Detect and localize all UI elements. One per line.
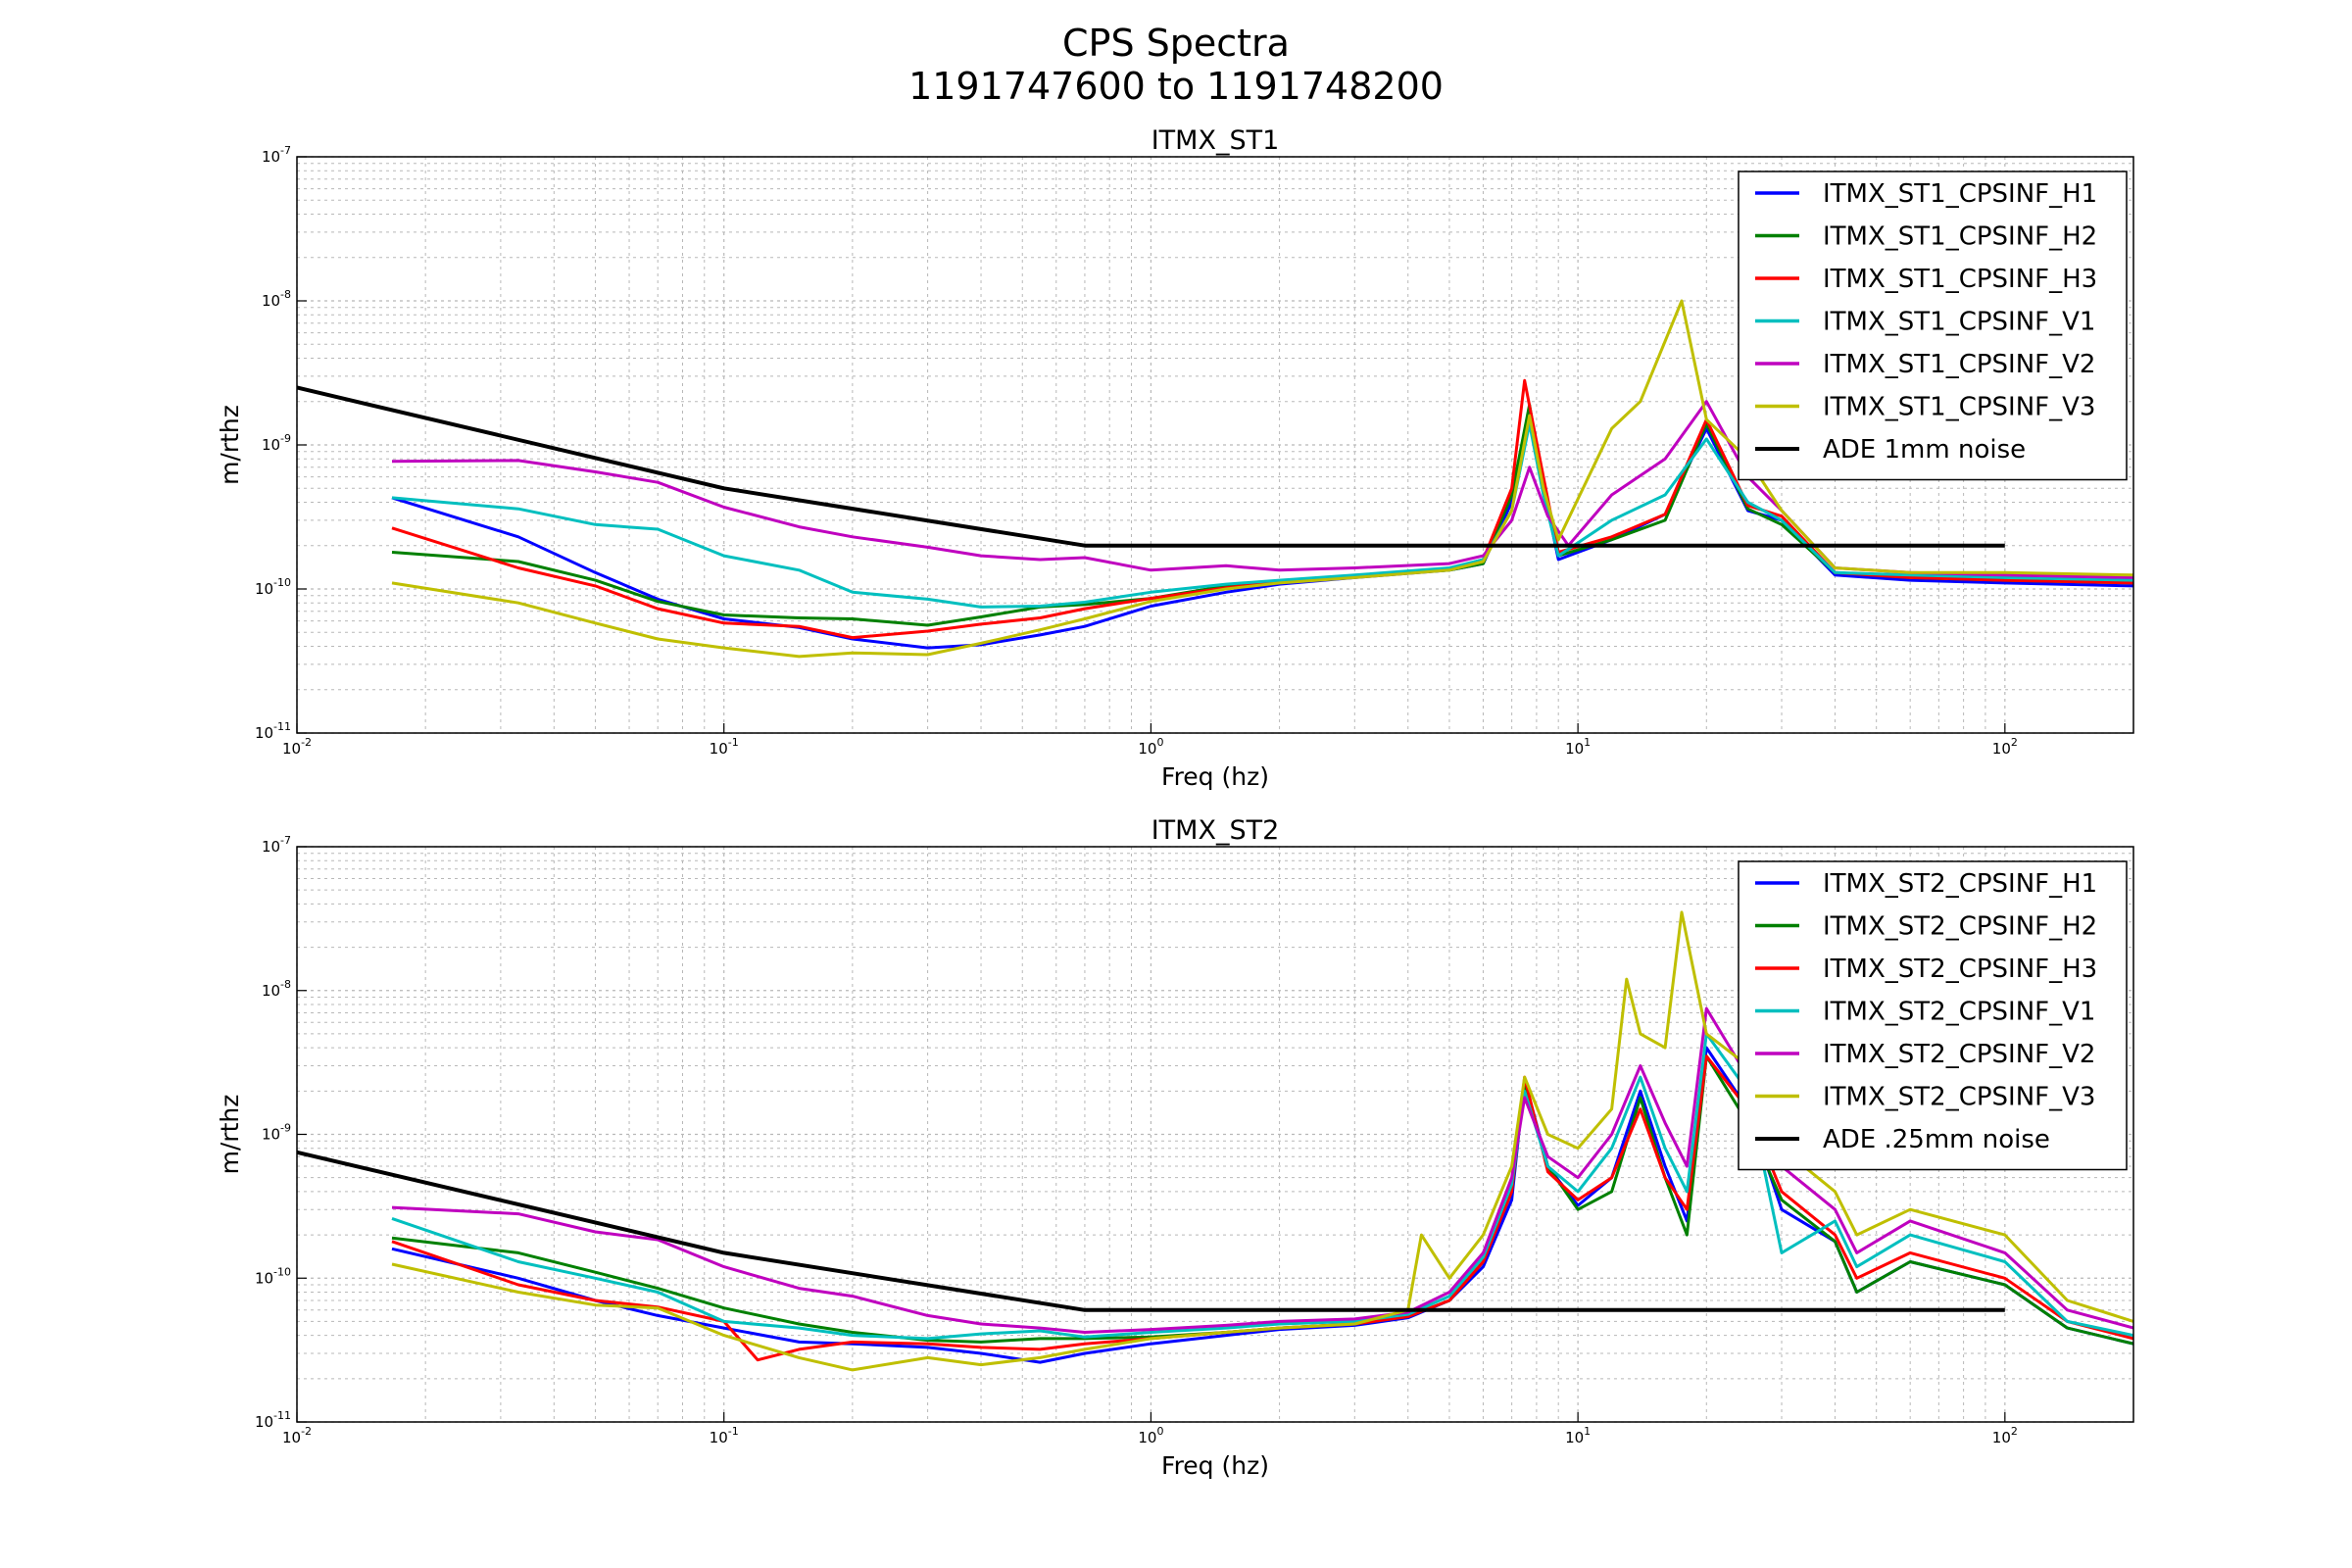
series-line-noise <box>297 385 2005 548</box>
y-tick-label: 10-7 <box>262 144 291 166</box>
legend: ITMX_ST1_CPSINF_H1 ITMX_ST1_CPSINF_H2 ITMX… <box>1738 171 2128 481</box>
series-line-noise <box>297 1150 2005 1312</box>
y-tick-label: 10-11 <box>255 720 291 742</box>
x-tick-label: 10-2 <box>282 736 312 758</box>
series-group <box>297 299 2133 659</box>
series-line-v2 <box>391 1006 2133 1334</box>
y-tick-label: 10-7 <box>262 834 291 856</box>
figure-subtitle: 1191747600 to 1191748200 <box>908 65 1444 108</box>
chart-2: 10-2 10-1 100 101 102 10-11 10-10 10-9 10-8 10-7 I… <box>216 815 2134 1480</box>
legend-label: ITMX_ST2_CPSINF_V3 <box>1823 1083 2095 1112</box>
x-tick-label: 10-2 <box>282 1425 312 1446</box>
legend-label: ITMX_ST1_CPSINF_H2 <box>1823 222 2097 252</box>
legend-box <box>1738 171 2128 481</box>
chart-1: 10-2 10-1 100 101 102 10-11 10-10 10-9 10-8 10-7 I… <box>216 125 2134 791</box>
x-axis-label: Freq (hz) <box>1161 762 1269 791</box>
y-tick-label: 10-10 <box>255 1265 291 1287</box>
x-axis-label: Freq (hz) <box>1161 1451 1269 1480</box>
legend-label: ITMX_ST1_CPSINF_H3 <box>1823 265 2097 294</box>
legend-label: ITMX_ST2_CPSINF_V1 <box>1823 998 2095 1027</box>
series-line-v1 <box>391 1032 2133 1341</box>
series-line-h3 <box>391 1054 2133 1362</box>
legend-label: ADE 1mm noise <box>1823 435 2026 465</box>
y-tick-label: 10-9 <box>262 432 291 454</box>
x-tick-label: 100 <box>1138 736 1163 758</box>
x-tick-label: 10-1 <box>710 736 739 758</box>
chart-title: ITMX_ST2 <box>1152 815 1280 846</box>
y-tick-label: 10-9 <box>262 1122 291 1144</box>
legend-label: ITMX_ST2_CPSINF_H1 <box>1823 869 2097 899</box>
y-tick-label: 10-11 <box>255 1409 291 1431</box>
legend-label: ITMX_ST1_CPSINF_V2 <box>1823 350 2095 379</box>
legend-box <box>1738 860 2128 1171</box>
x-tick-label: 102 <box>1992 1425 2018 1446</box>
x-tick-label: 101 <box>1565 736 1591 758</box>
x-tick-label: 102 <box>1992 736 2018 758</box>
chart-title: ITMX_ST1 <box>1152 125 1280 156</box>
y-tick-label: 10-8 <box>262 288 291 310</box>
series-line-v1 <box>391 422 2133 609</box>
legend-label: ITMX_ST1_CPSINF_V1 <box>1823 308 2095 337</box>
legend-label: ITMX_ST2_CPSINF_V2 <box>1823 1040 2095 1069</box>
legend-label: ADE .25mm noise <box>1823 1125 2050 1154</box>
legend-label: ITMX_ST1_CPSINF_V3 <box>1823 393 2095 422</box>
y-tick-label: 10-8 <box>262 978 291 1000</box>
figure-title: CPS Spectra <box>1062 22 1290 65</box>
legend-label: ITMX_ST1_CPSINF_H1 <box>1823 179 2097 209</box>
legend-label: ITMX_ST2_CPSINF_H3 <box>1823 955 2097 984</box>
x-tick-label: 10-1 <box>710 1425 739 1446</box>
legend-label: ITMX_ST2_CPSINF_H2 <box>1823 912 2097 942</box>
y-tick-label: 10-10 <box>255 576 291 598</box>
y-axis-label: m/rthz <box>216 405 244 485</box>
series-group <box>297 910 2133 1372</box>
y-axis-label: m/rthz <box>216 1095 244 1175</box>
x-tick-label: 100 <box>1138 1425 1163 1446</box>
x-tick-label: 101 <box>1565 1425 1591 1446</box>
legend: ITMX_ST2_CPSINF_H1 ITMX_ST2_CPSINF_H2 ITMX… <box>1738 860 2128 1171</box>
series-line-v2 <box>391 400 2133 579</box>
